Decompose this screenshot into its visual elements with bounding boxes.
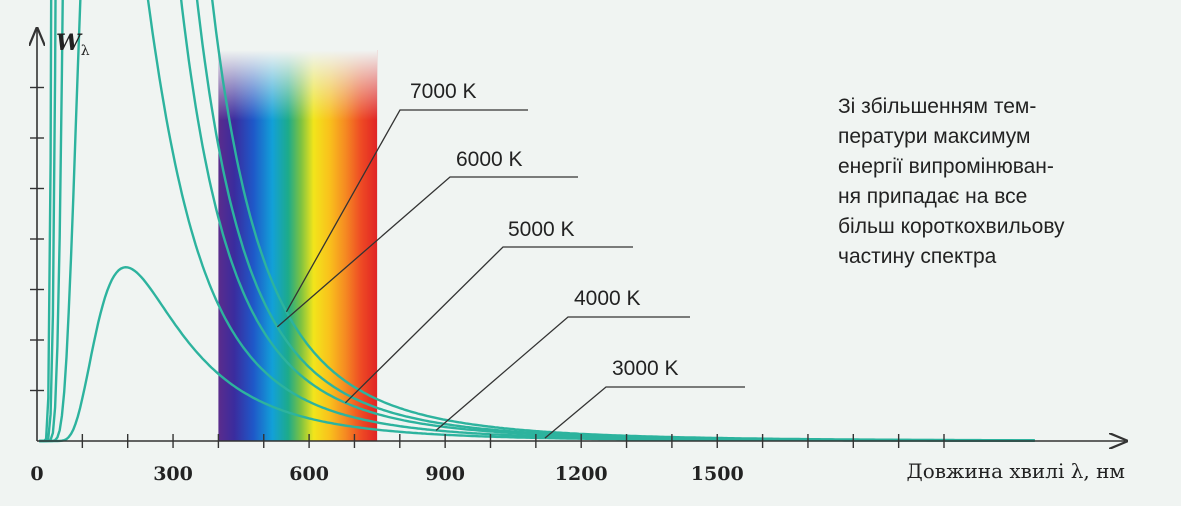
x-tick-label: 300 [153,463,193,485]
leader-line-4000k [435,316,690,431]
x-tick-label: 900 [425,463,465,485]
curve-label-3000k: 3000 K [612,357,679,380]
note-line: ператури максимум [838,125,1031,148]
x-tick-label: 1200 [555,463,608,485]
note-line: енергії випромінюван- [838,155,1054,178]
visible-spectrum-band [218,50,378,441]
leader-line-7000k [285,109,528,313]
y-axis-label: Wλ [56,30,90,59]
note-line: ня припадає на все [838,185,1028,208]
annotation-note: Зі збільшенням тем-ператури максимум енер… [838,92,1158,272]
curve-label-6000k: 6000 K [456,148,523,171]
x-tick-labels: 0 300 600 900 1200 1500 [30,463,743,485]
y-axis-label-main: W [56,30,83,56]
x-tick-label: 1500 [691,463,744,485]
leader-line-5000k [344,246,633,404]
x-axis-title: Довжина хвилі λ, нм [906,459,1125,483]
note-line: частину спектра [838,245,997,268]
axis-ticks [30,86,945,448]
leader-line-3000k [544,386,745,439]
curve-3000k [39,265,1035,443]
curve-labels: 7000 K 6000 K 5000 K 4000 K 3000 K [410,80,679,380]
curve-label-4000k: 4000 K [574,287,641,310]
x-tick-label: 600 [289,463,329,485]
note-line: Зі збільшенням тем- [838,95,1037,118]
x-tick-label: 0 [30,463,43,485]
spectrum-fade [218,50,378,441]
leader-line-6000k [276,176,578,328]
y-axis-label-sub: λ [81,43,90,59]
curve-label-5000k: 5000 K [508,218,575,241]
note-line: більш короткохвильову [838,215,1065,238]
leader-lines [276,109,745,439]
curve-label-7000k: 7000 K [410,80,477,103]
